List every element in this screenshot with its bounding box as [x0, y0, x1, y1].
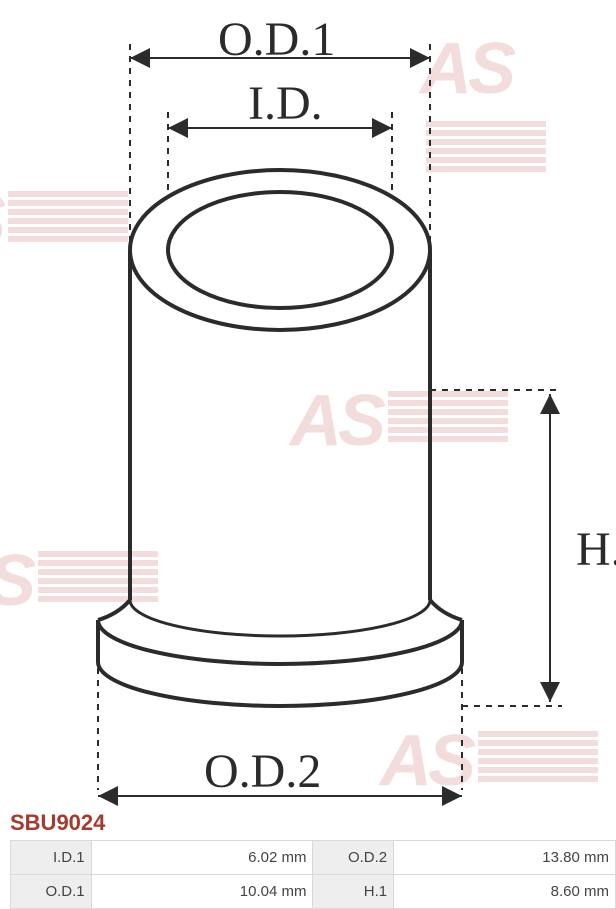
- spec-key: H.1: [313, 875, 394, 909]
- spec-value: 8.60 mm: [394, 875, 616, 909]
- part-number-label: SBU9024: [10, 810, 105, 836]
- dimension-label-id: I.D.: [248, 76, 323, 131]
- spec-key: O.D.1: [11, 875, 92, 909]
- spec-key: O.D.2: [313, 841, 394, 875]
- table-row: I.D.1 6.02 mm O.D.2 13.80 mm: [11, 841, 616, 875]
- dimension-label-od2: O.D.2: [204, 744, 321, 799]
- spec-value: 13.80 mm: [394, 841, 616, 875]
- spec-key: I.D.1: [11, 841, 92, 875]
- dimension-label-h: H.: [576, 522, 616, 577]
- spec-value: 6.02 mm: [91, 841, 313, 875]
- bushing-diagram: O.D.1 I.D. H. O.D.2: [0, 0, 616, 812]
- spec-table: I.D.1 6.02 mm O.D.2 13.80 mm O.D.1 10.04…: [10, 840, 616, 909]
- dimension-label-od1: O.D.1: [218, 12, 335, 67]
- table-row: O.D.1 10.04 mm H.1 8.60 mm: [11, 875, 616, 909]
- spec-value: 10.04 mm: [91, 875, 313, 909]
